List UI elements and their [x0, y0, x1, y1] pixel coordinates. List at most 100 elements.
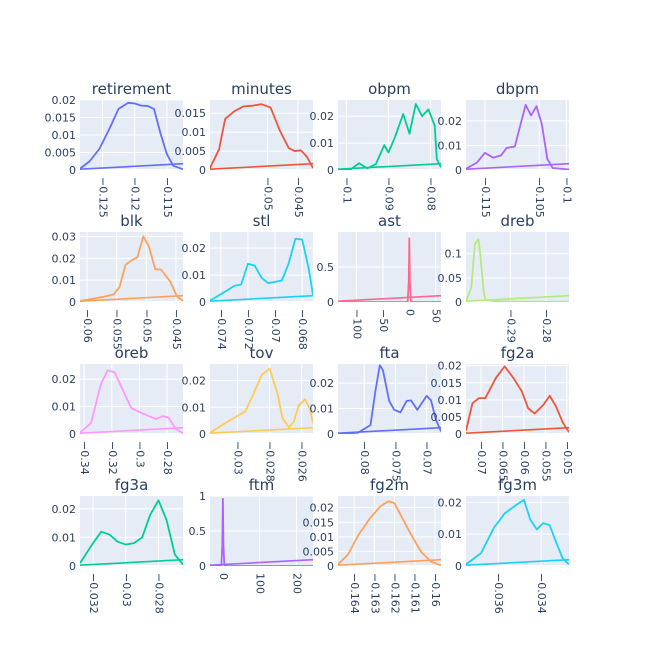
x-tick-label: −0.09: [382, 177, 395, 211]
y-tick-label: 0.1: [445, 248, 463, 261]
x-tick-label: −0.1: [340, 177, 353, 204]
density-line: [466, 498, 569, 566]
x-tick-label: −0.032: [87, 573, 100, 614]
x-tick-label: −0.105: [533, 177, 546, 218]
subplot-fta: fta 0 0.01 0.02 −0.08 −0.075 −0.07: [310, 344, 441, 482]
y-tick-label: 0.01: [438, 394, 463, 407]
baseline-trace: [338, 558, 441, 566]
y-tick-label: 0: [199, 560, 206, 573]
baseline-trace: [466, 294, 569, 302]
subplot-title: fg2m: [370, 476, 409, 494]
y-tick-label: 0.02: [182, 242, 207, 255]
y-tick-label: 0: [199, 428, 206, 441]
x-tick-label: −0.115: [161, 177, 174, 218]
baseline-trace: [80, 162, 183, 170]
y-tick-label: 0.01: [310, 403, 335, 416]
y-tick-label: 0.01: [182, 401, 207, 414]
density-line: [466, 238, 569, 302]
y-tick-label: 0.02: [438, 115, 463, 128]
subplot-obpm: obpm 0 0.01 0.02 −0.1 −0.09 −0.08: [310, 80, 441, 211]
x-tick-label: −0.28: [540, 309, 553, 343]
x-tick-label: 100: [254, 573, 267, 594]
density-line: [210, 497, 313, 566]
x-tick-label: −0.06: [518, 441, 531, 475]
subplot-title: ftm: [249, 476, 275, 494]
y-tick-label: 0.02: [52, 373, 77, 386]
baseline-trace: [210, 162, 313, 170]
baseline-trace: [338, 162, 441, 170]
x-tick-label: −0.07: [421, 441, 434, 475]
x-tick-label: −100: [350, 309, 363, 339]
subplot-ftm: ftm 0 0.5 1 0 100 200: [189, 476, 313, 594]
x-tick-label: −0.05: [262, 177, 275, 211]
y-tick-label: 0: [455, 296, 462, 309]
y-tick-label: 0.015: [175, 107, 207, 120]
x-tick-label: −0.074: [215, 309, 228, 350]
y-tick-label: 1: [199, 490, 206, 503]
x-tick-label: −0.164: [348, 573, 361, 614]
y-tick-label: 0.01: [182, 126, 207, 139]
baseline-trace: [80, 558, 183, 566]
subplot-retirement: retirement 0 0.005 0.01 0.015 0.02 −0.125 −0.12…: [45, 80, 183, 218]
baseline-trace: [80, 294, 183, 302]
density-line: [80, 101, 183, 170]
y-tick-label: 0.02: [438, 496, 463, 509]
y-tick-label: 0: [199, 164, 206, 177]
x-tick-label: −0.08: [358, 441, 371, 475]
y-tick-label: 0.005: [431, 411, 463, 424]
y-tick-label: 0.01: [182, 269, 207, 282]
y-tick-label: 0: [455, 164, 462, 177]
density-line: [210, 367, 313, 434]
subplot-fg3a: fg3a 0 0.01 0.02 −0.032 −0.03 −0.028: [52, 476, 183, 614]
baseline-trace: [338, 426, 441, 434]
baseline-trace: [210, 294, 313, 302]
x-tick-label: −0.3: [133, 441, 146, 468]
baseline-trace: [210, 426, 313, 434]
density-line: [338, 237, 441, 302]
y-tick-label: 0.01: [52, 401, 77, 414]
y-tick-label: 0.02: [438, 360, 463, 373]
y-tick-label: 0.01: [52, 274, 77, 287]
subplot-title: fg2a: [501, 344, 535, 362]
x-tick-label: 200: [290, 573, 303, 594]
subplot-title: oreb: [115, 344, 149, 362]
x-tick-label: −0.29: [504, 309, 517, 343]
subplot-title: fg3m: [498, 476, 537, 494]
subplot-tov: tov 0 0.01 0.02 −0.03 −0.028 −0.026: [182, 344, 313, 482]
subplot-title: ast: [378, 212, 401, 230]
x-tick-label: −0.05: [561, 441, 574, 475]
y-tick-label: 0.5: [189, 525, 207, 538]
y-tick-label: 0.02: [310, 110, 335, 123]
density-line: [210, 237, 313, 302]
x-tick-label: −0.161: [409, 573, 422, 614]
x-tick-label: −0.068: [296, 309, 309, 350]
subplot-ast: ast 0 0.5 −100 −50 0 50: [317, 212, 443, 339]
y-tick-label: 0.5: [317, 261, 335, 274]
subplot-title: minutes: [231, 80, 292, 98]
baseline-trace: [338, 294, 441, 302]
y-tick-label: 0.02: [310, 502, 335, 515]
baseline-trace: [80, 426, 183, 434]
y-tick-label: 0.02: [52, 503, 77, 516]
y-tick-label: 0: [69, 428, 76, 441]
y-tick-label: 0: [199, 296, 206, 309]
y-tick-label: 0.01: [438, 528, 463, 541]
baseline-trace: [466, 426, 569, 434]
y-tick-label: 0.015: [431, 377, 463, 390]
plot-area: [338, 100, 441, 170]
subplot-blk: blk 0 0.01 0.02 0.03 −0.06 −0.055 −0.05 −0.045: [52, 212, 183, 350]
x-tick-label: −0.045: [170, 309, 183, 350]
x-tick-label: −0.12: [129, 177, 142, 211]
x-tick-label: −0.065: [496, 441, 509, 482]
x-tick-label: −0.028: [152, 573, 165, 614]
plot-area: [80, 232, 183, 302]
density-line: [466, 104, 569, 170]
baseline-trace: [466, 162, 569, 170]
x-tick-label: −0.28: [161, 441, 174, 475]
x-tick-label: −0.163: [368, 573, 381, 614]
x-tick-label: 0: [217, 573, 230, 580]
y-tick-label: 0.015: [45, 112, 77, 125]
plot-area: [210, 100, 313, 170]
y-tick-label: 0: [327, 560, 334, 573]
